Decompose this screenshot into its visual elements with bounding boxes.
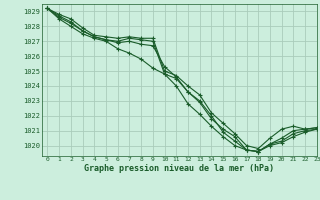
X-axis label: Graphe pression niveau de la mer (hPa): Graphe pression niveau de la mer (hPa): [84, 164, 274, 173]
